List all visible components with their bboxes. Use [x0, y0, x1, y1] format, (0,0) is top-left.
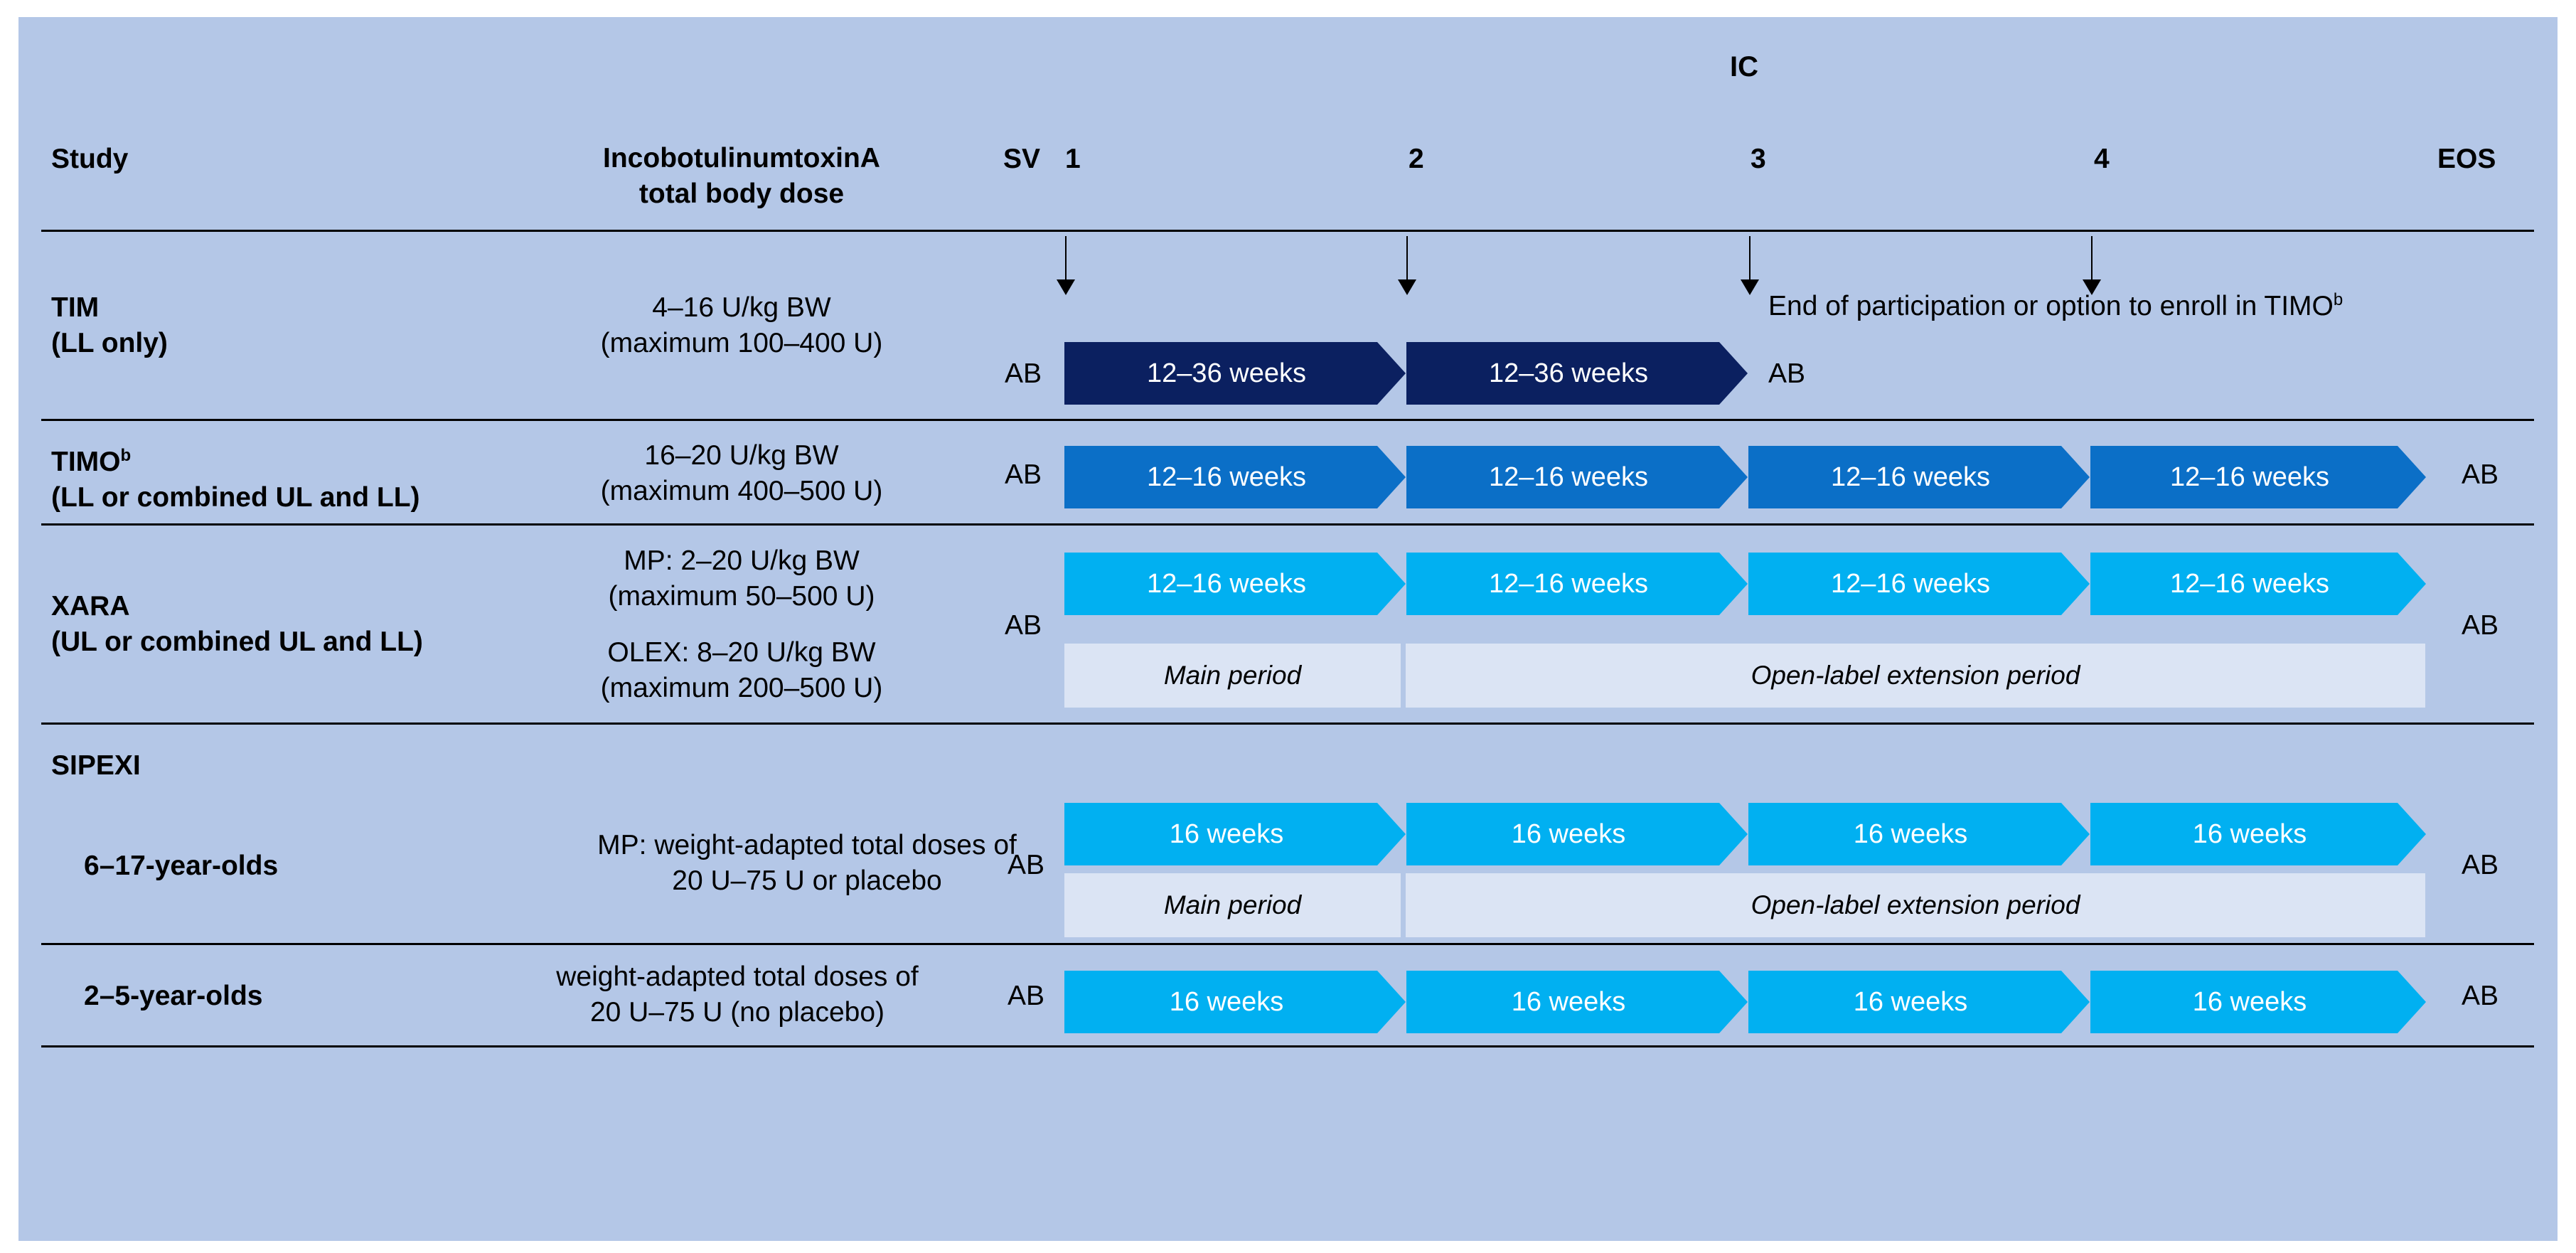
- sipexi-older-dose-line1: MP: weight-adapted total doses of: [597, 830, 1017, 860]
- sipexi-older-ab-end: AB: [2462, 850, 2499, 880]
- sipexi-open-label-period: Open-label extension period: [1406, 873, 2425, 937]
- header-divider: [41, 230, 2534, 232]
- sipexi-younger-segment-1: 16 weeks: [1064, 971, 1406, 1033]
- sipexi-title: SIPEXI: [51, 750, 141, 781]
- timo-dose: 16–20 U/kg BW (maximum 400–500 U): [601, 438, 883, 509]
- visit-4-header: 4: [2094, 144, 2110, 174]
- tim-dose-line1: 4–16 U/kg BW: [652, 292, 831, 323]
- injection-arrow-4: [2091, 236, 2093, 282]
- sipexi-older-label: 6–17-year-olds: [84, 851, 279, 881]
- tim-end-note: End of participation or option to enroll…: [1768, 290, 2343, 322]
- injection-arrowhead-2: [1398, 279, 1416, 295]
- sipexi-older-ab-start: AB: [1008, 850, 1045, 880]
- sipexi-younger-segment-3: 16 weeks: [1748, 971, 2090, 1033]
- timo-segment-2: 12–16 weeks: [1406, 446, 1748, 508]
- xara-main-period: Main period: [1064, 644, 1401, 708]
- sipexi-older-segment-1: 16 weeks: [1064, 803, 1406, 865]
- timo-name-sup: b: [120, 446, 132, 465]
- sv-header: SV: [1003, 144, 1041, 174]
- row-divider-timo: [41, 523, 2534, 526]
- xara-subtitle: (UL or combined UL and LL): [51, 626, 423, 657]
- tim-end-note-sup: b: [2333, 290, 2343, 309]
- xara-dose-mp-line2: (maximum 50–500 U): [608, 581, 875, 612]
- row-divider-bottom: [41, 1045, 2534, 1047]
- timo-dose-line2: (maximum 400–500 U): [600, 476, 883, 506]
- injection-arrowhead-3: [1741, 279, 1759, 295]
- tim-ab-end: AB: [1768, 358, 1806, 389]
- ic-header: IC: [1730, 51, 1758, 82]
- xara-ab-end: AB: [2462, 610, 2499, 641]
- timo-dose-line1: 16–20 U/kg BW: [644, 440, 839, 471]
- xara-ab-start: AB: [1005, 610, 1042, 641]
- xara-segment-4: 12–16 weeks: [2090, 553, 2426, 615]
- tim-dose-line2: (maximum 100–400 U): [600, 328, 883, 358]
- xara-segment-1: 12–16 weeks: [1064, 553, 1406, 615]
- row-divider-xara: [41, 723, 2534, 725]
- sipexi-older-segment-2: 16 weeks: [1406, 803, 1748, 865]
- injection-arrowhead-1: [1057, 279, 1075, 295]
- dose-header-line2: total body dose: [638, 178, 845, 209]
- tim-segment-1: 12–36 weeks: [1064, 342, 1406, 405]
- sipexi-younger-ab-end: AB: [2462, 981, 2499, 1011]
- injection-arrowhead-4: [2083, 279, 2101, 295]
- injection-arrow-3: [1749, 236, 1751, 282]
- injection-arrow-2: [1406, 236, 1408, 282]
- xara-dose-olex: OLEX: 8–20 U/kg BW (maximum 200–500 U): [601, 635, 883, 706]
- row-divider-sipexi-older: [41, 943, 2534, 945]
- xara-dose-mp-line1: MP: 2–20 U/kg BW: [624, 545, 860, 576]
- sipexi-older-segment-4: 16 weeks: [2090, 803, 2426, 865]
- xara-name: XARA: [51, 591, 130, 622]
- sipexi-younger-segment-4: 16 weeks: [2090, 971, 2426, 1033]
- xara-segment-2: 12–16 weeks: [1406, 553, 1748, 615]
- xara-dose-olex-line1: OLEX: 8–20 U/kg BW: [607, 637, 876, 668]
- xara-dose-olex-line2: (maximum 200–500 U): [600, 673, 883, 703]
- sipexi-older-dose: MP: weight-adapted total doses of 20 U–7…: [597, 828, 1017, 899]
- dose-header-line1: IncobotulinumtoxinA: [603, 143, 880, 174]
- timo-ab-end: AB: [2462, 459, 2499, 490]
- timo-subtitle: (LL or combined UL and LL): [51, 482, 420, 513]
- timo-name: TIMOb: [51, 446, 132, 477]
- sipexi-younger-label: 2–5-year-olds: [84, 981, 263, 1011]
- sipexi-older-segment-3: 16 weeks: [1748, 803, 2090, 865]
- tim-name: TIM: [51, 292, 100, 323]
- visit-1-header: 1: [1065, 144, 1081, 174]
- timo-segment-4: 12–16 weeks: [2090, 446, 2426, 508]
- dose-header: IncobotulinumtoxinA total body dose: [603, 141, 880, 212]
- timo-segment-1: 12–16 weeks: [1064, 446, 1406, 508]
- sipexi-older-dose-line2: 20 U–75 U or placebo: [672, 865, 942, 896]
- xara-dose-mp: MP: 2–20 U/kg BW (maximum 50–500 U): [609, 543, 875, 614]
- sipexi-younger-dose: weight-adapted total doses of 20 U–75 U …: [556, 959, 919, 1030]
- xara-segment-3: 12–16 weeks: [1748, 553, 2090, 615]
- sipexi-younger-dose-line1: weight-adapted total doses of: [556, 961, 919, 992]
- xara-open-label-period: Open-label extension period: [1406, 644, 2425, 708]
- injection-arrow-1: [1065, 236, 1067, 282]
- tim-dose: 4–16 U/kg BW (maximum 100–400 U): [601, 290, 883, 361]
- row-divider-tim: [41, 419, 2534, 421]
- tim-label: TIM (LL only): [51, 290, 168, 361]
- sipexi-younger-dose-line2: 20 U–75 U (no placebo): [589, 997, 885, 1028]
- visit-2-header: 2: [1409, 144, 1424, 174]
- tim-segment-2: 12–36 weeks: [1406, 342, 1748, 405]
- sipexi-younger-segment-2: 16 weeks: [1406, 971, 1748, 1033]
- timo-label: TIMOb (LL or combined UL and LL): [51, 438, 420, 516]
- tim-end-note-text: End of participation or option to enroll…: [1768, 291, 2334, 321]
- tim-ab-start: AB: [1005, 358, 1042, 389]
- tim-subtitle: (LL only): [51, 328, 168, 358]
- timo-ab-start: AB: [1005, 459, 1042, 490]
- visit-3-header: 3: [1751, 144, 1766, 174]
- diagram-panel: [18, 17, 2558, 1241]
- sipexi-main-period: Main period: [1064, 873, 1401, 937]
- study-header: Study: [51, 144, 129, 174]
- eos-header: EOS: [2437, 144, 2496, 174]
- timo-segment-3: 12–16 weeks: [1748, 446, 2090, 508]
- sipexi-younger-ab-start: AB: [1008, 981, 1045, 1011]
- xara-label: XARA (UL or combined UL and LL): [51, 589, 423, 660]
